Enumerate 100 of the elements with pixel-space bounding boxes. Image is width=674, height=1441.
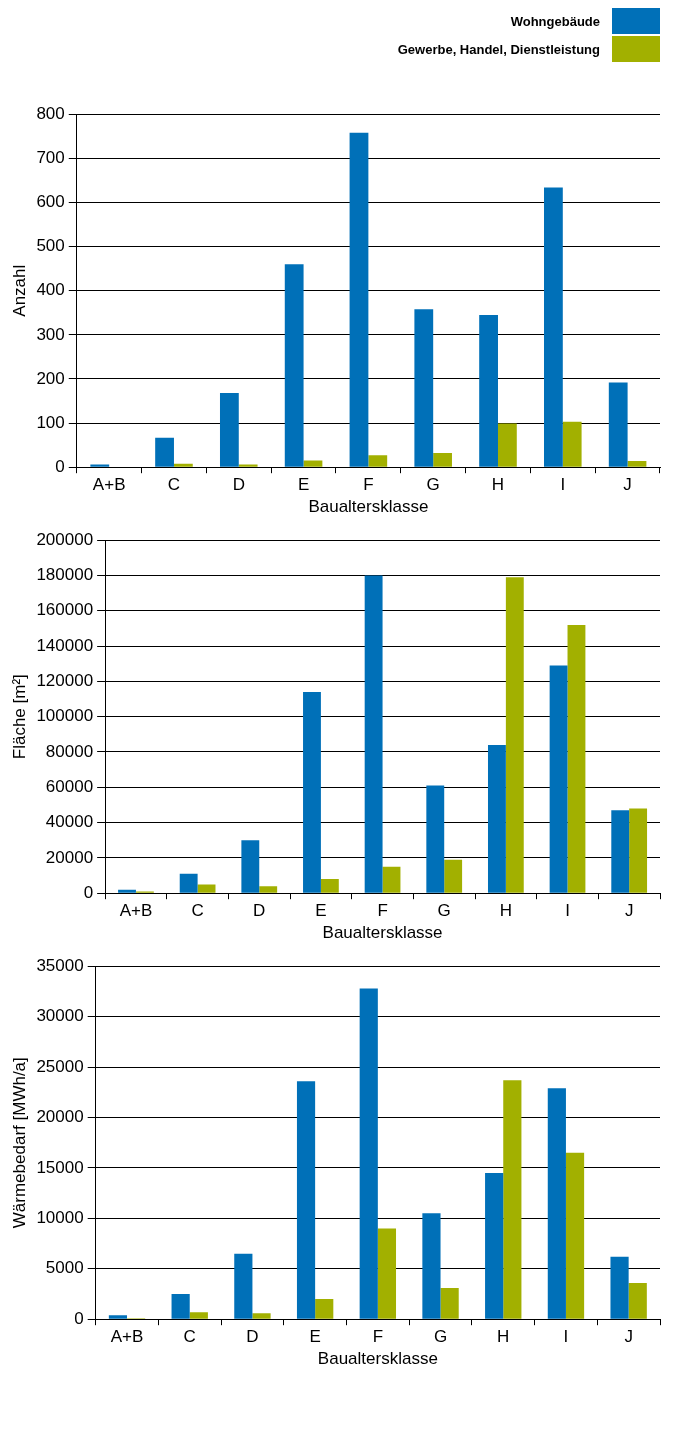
y-tick-label: 20000 — [45, 847, 94, 867]
bar — [189, 1312, 208, 1319]
bar — [505, 577, 524, 893]
bar — [567, 624, 586, 893]
bar — [359, 988, 378, 1319]
x-axis-title: Baualtersklasse — [308, 497, 429, 517]
bar — [547, 1088, 566, 1319]
bar — [444, 859, 463, 893]
bar — [433, 453, 452, 467]
bar — [479, 314, 498, 467]
bar — [171, 1293, 190, 1319]
bar — [238, 464, 258, 467]
bar — [252, 1313, 271, 1319]
y-tick-label: 0 — [74, 1308, 84, 1328]
bar — [303, 691, 321, 893]
bar — [562, 421, 582, 467]
bar — [382, 866, 401, 893]
bar — [219, 393, 239, 467]
bar — [414, 309, 434, 467]
x-tick-label: E — [315, 901, 327, 921]
y-tick-label: 700 — [36, 148, 65, 168]
x-axis-title: Baualtersklasse — [322, 923, 443, 943]
bar — [315, 1299, 334, 1319]
bar — [544, 187, 563, 467]
x-tick-label: J — [623, 475, 632, 495]
bar — [108, 1315, 128, 1319]
bar — [118, 889, 136, 893]
y-tick-label: 600 — [36, 192, 65, 212]
bar — [485, 1172, 504, 1319]
y-tick-label: 200 — [36, 368, 65, 388]
y-tick-label: 60000 — [45, 776, 94, 796]
y-tick-label: 40000 — [45, 812, 94, 832]
bar — [377, 1228, 397, 1319]
x-axis-title: Baualtersklasse — [317, 1349, 438, 1369]
y-tick-label: 160000 — [36, 600, 94, 620]
bar — [565, 1152, 585, 1319]
x-tick-label: H — [499, 901, 513, 921]
bar — [611, 810, 630, 893]
x-tick-label: C — [167, 475, 181, 495]
y-tick-label: 25000 — [36, 1056, 84, 1076]
y-tick-label: 180000 — [36, 565, 94, 585]
x-tick-label: E — [297, 475, 310, 495]
x-tick-label: D — [232, 475, 245, 495]
bar — [608, 382, 628, 467]
x-tick-label: J — [624, 901, 634, 921]
y-tick-label: 120000 — [36, 671, 94, 691]
bar — [197, 884, 216, 893]
bar — [349, 132, 369, 467]
x-tick-label: I — [563, 1327, 569, 1347]
bar — [234, 1253, 253, 1319]
bar — [487, 744, 506, 893]
bar — [303, 460, 323, 467]
y-tick-label: 5000 — [45, 1258, 84, 1278]
x-tick-label: I — [565, 901, 570, 921]
y-axis-title: Fläche [m²] — [9, 674, 29, 760]
y-tick-label: 500 — [36, 236, 65, 256]
x-tick-label: C — [183, 1327, 196, 1347]
x-tick-label: F — [363, 475, 374, 495]
bar — [179, 873, 198, 893]
x-tick-label: F — [372, 1327, 384, 1347]
x-tick-label: A+B — [119, 901, 153, 921]
bar — [320, 879, 339, 893]
y-axis-title: Wärmebedarf [MWh/a] — [9, 1057, 29, 1229]
y-tick-label: 100000 — [36, 706, 94, 726]
bar — [284, 264, 304, 467]
x-tick-label: E — [309, 1327, 321, 1347]
x-tick-label: G — [433, 1327, 448, 1347]
y-tick-label: 0 — [83, 882, 94, 902]
y-tick-label: 200000 — [36, 529, 94, 549]
bar — [440, 1287, 459, 1319]
bar — [155, 437, 174, 467]
y-tick-label: 15000 — [36, 1157, 84, 1177]
bar — [422, 1213, 441, 1319]
y-tick-label: 30000 — [36, 1006, 84, 1026]
y-tick-label: 35000 — [36, 955, 84, 975]
y-tick-label: 400 — [36, 280, 65, 300]
x-tick-label: C — [191, 901, 204, 921]
bar — [497, 423, 517, 467]
bar — [610, 1256, 629, 1319]
y-tick-label: 140000 — [36, 635, 94, 655]
bar — [296, 1081, 316, 1319]
bar — [549, 665, 568, 893]
y-axis-title: Anzahl — [9, 264, 29, 317]
bar — [241, 840, 260, 893]
bar — [503, 1080, 522, 1319]
bar — [90, 464, 110, 467]
y-tick-label: 0 — [55, 456, 65, 476]
bar — [173, 463, 193, 467]
x-tick-label: J — [624, 1327, 633, 1347]
x-tick-label: F — [377, 901, 388, 921]
y-tick-label: 10000 — [36, 1208, 84, 1228]
y-tick-label: 20000 — [36, 1107, 84, 1127]
x-tick-label: G — [437, 901, 451, 921]
y-tick-label: 800 — [36, 103, 65, 123]
bar — [259, 886, 278, 893]
bar — [628, 1282, 647, 1319]
bar — [629, 808, 648, 893]
bar — [368, 455, 388, 467]
y-tick-label: 100 — [36, 412, 65, 432]
y-tick-label: 80000 — [45, 741, 94, 761]
